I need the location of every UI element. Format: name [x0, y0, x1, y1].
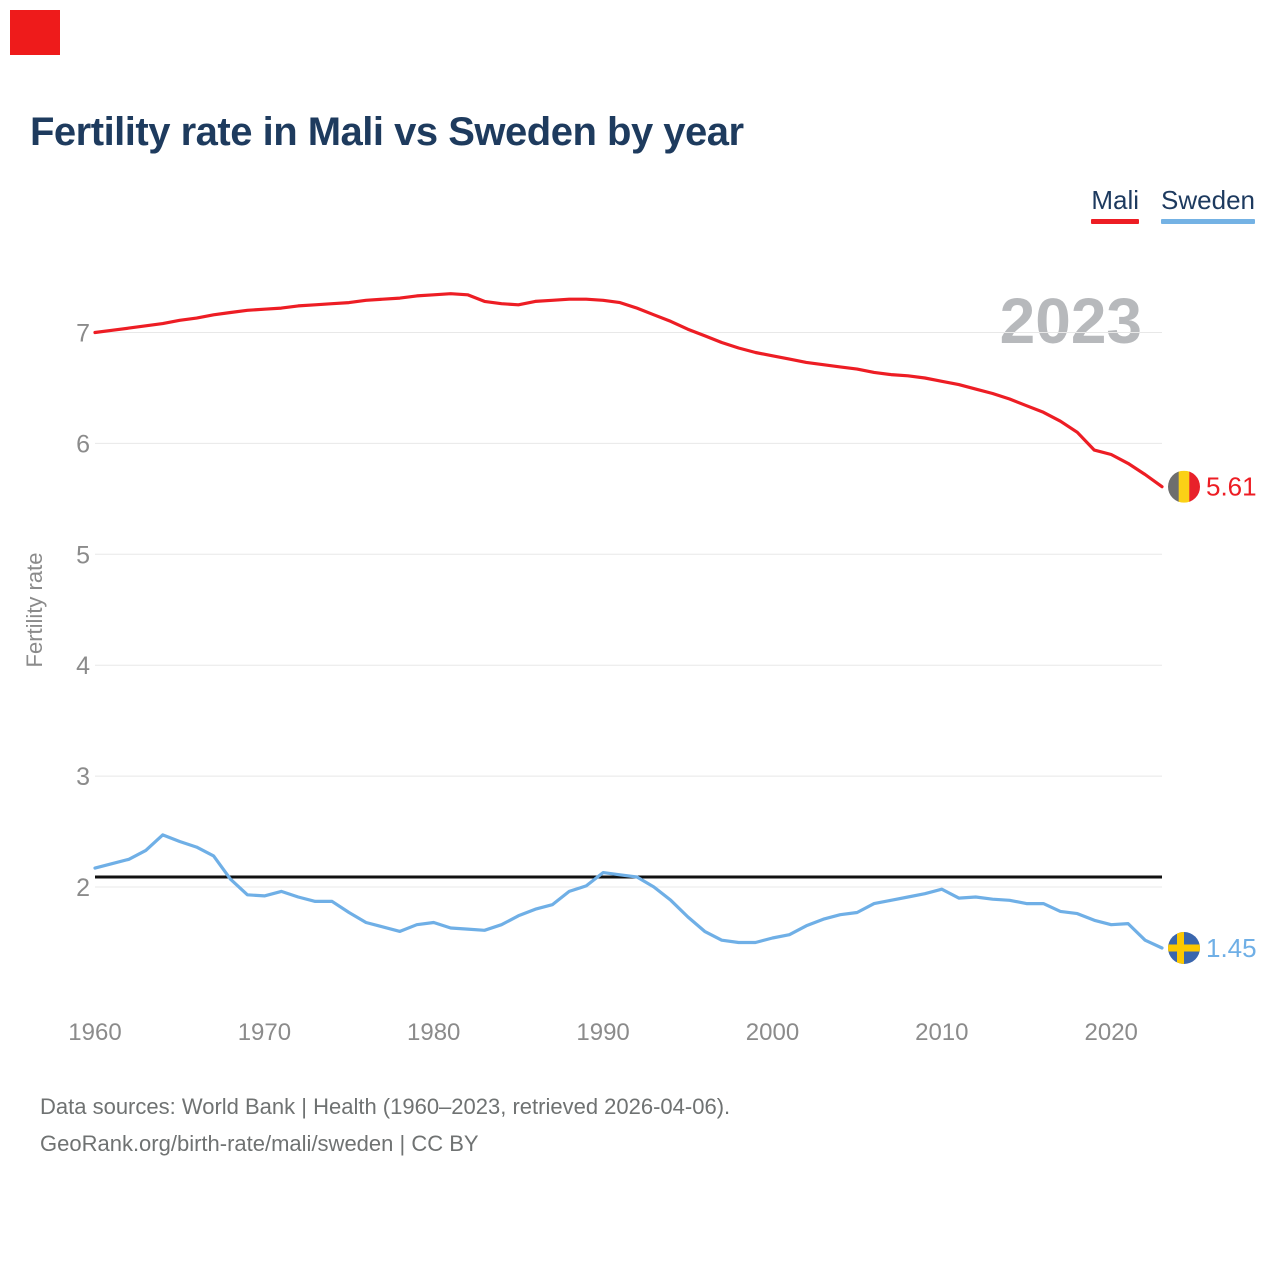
y-tick-label: 4 [76, 652, 90, 680]
legend-item-sweden[interactable]: Sweden [1161, 185, 1255, 224]
x-tick-label: 1980 [407, 1019, 460, 1046]
legend-label-sweden: Sweden [1161, 185, 1255, 215]
mali-flag-icon [1168, 470, 1200, 503]
x-tick-label: 1970 [238, 1019, 291, 1046]
sweden-end-label: 1.45 [1206, 933, 1257, 963]
legend-underline-sweden [1161, 219, 1255, 224]
data-sources-line: Data sources: World Bank | Health (1960–… [40, 1094, 731, 1119]
x-tick-label: 2020 [1085, 1019, 1138, 1046]
y-tick-label: 7 [76, 320, 90, 348]
legend-item-mali[interactable]: Mali [1091, 185, 1140, 224]
attribution-line: GeoRank.org/birth-rate/mali/sweden | CC … [40, 1131, 479, 1156]
x-tick-label: 2010 [915, 1019, 968, 1046]
legend-underline-mali [1091, 219, 1140, 224]
y-tick-label: 6 [76, 430, 90, 458]
y-tick-label: 3 [76, 763, 90, 791]
mali-line [93, 292, 1164, 489]
x-tick-label: 2000 [746, 1019, 799, 1046]
page-title: Fertility rate in Mali vs Sweden by year [30, 110, 744, 154]
x-tick-label: 1960 [68, 1019, 121, 1046]
footer: Data sources: World Bank | Health (1960–… [40, 1088, 730, 1162]
legend: Mali Sweden [1091, 185, 1255, 224]
mali-end-label: 5.61 [1206, 472, 1257, 502]
sweden-flag-icon [1168, 932, 1200, 964]
watermark-year: 2023 [1000, 285, 1142, 357]
y-axis-label: Fertility rate [22, 553, 47, 668]
sweden-line [93, 833, 1164, 950]
legend-label-mali: Mali [1091, 185, 1140, 215]
y-tick-label: 5 [76, 541, 90, 569]
y-tick-label: 2 [76, 874, 90, 902]
fertility-rate-chart: 2023 2 3 4 5 6 7 1960 1970 1980 1990 2000 2010 2020 Fe… [22, 285, 1257, 1046]
x-tick-label: 1990 [576, 1019, 629, 1046]
corner-marker [10, 10, 60, 55]
